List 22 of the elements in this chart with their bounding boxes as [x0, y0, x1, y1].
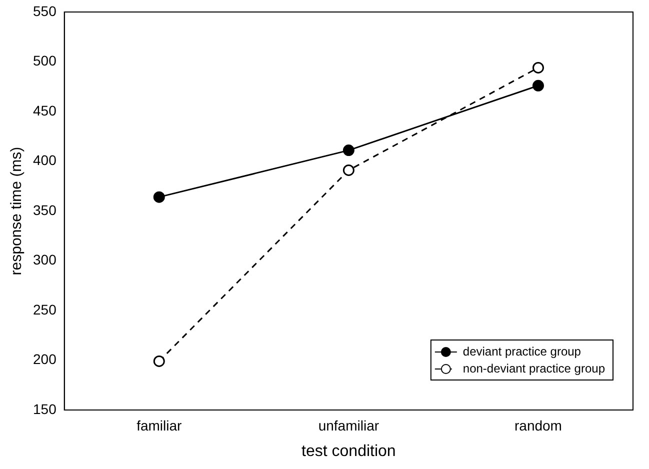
y-tick-label: 250 [33, 301, 57, 318]
point [532, 62, 544, 74]
point [153, 355, 165, 367]
x-axis-title: test condition [302, 442, 396, 460]
y-tick-label: 400 [33, 152, 57, 168]
point [153, 191, 165, 203]
y-tick-label: 550 [33, 2, 57, 19]
y-tick-label: 450 [33, 102, 57, 118]
x-tick-label: random [514, 417, 562, 434]
point [342, 164, 354, 176]
y-tick-label: 300 [33, 252, 57, 268]
y-axis-title: response time (ms) [8, 146, 26, 276]
y-tick-label: 500 [33, 52, 57, 69]
point [342, 144, 354, 156]
legend-label: non-deviant practice group [462, 361, 606, 376]
y-tick-label: 150 [33, 400, 57, 417]
y-tick-label: 350 [33, 202, 57, 218]
x-tick-label: familiar [136, 417, 182, 434]
legend-label: deviant practice group [462, 344, 582, 358]
y-tick-label: 200 [33, 351, 57, 368]
point [532, 80, 544, 92]
x-tick-label: unfamiliar [318, 417, 380, 434]
